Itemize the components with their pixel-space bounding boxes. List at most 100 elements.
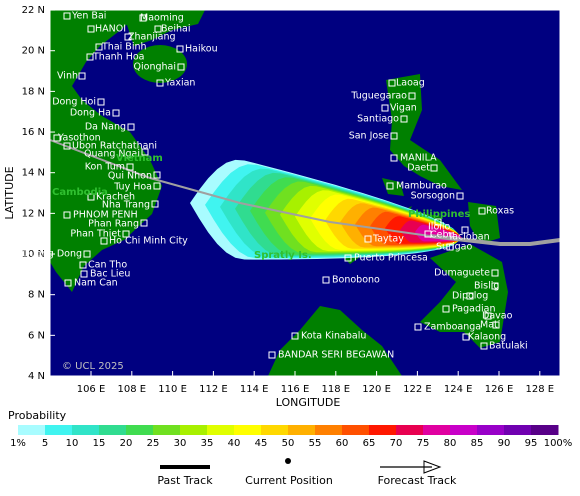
city-marker (386, 182, 394, 190)
region-label: Spratly Is. (254, 250, 312, 261)
city-marker (140, 219, 148, 227)
legend-label: 100% (544, 438, 573, 449)
lon-tick-label: 110 E (158, 384, 187, 395)
city-label: Tuy Hoa (113, 182, 152, 193)
lon-tick-label: 116 E (281, 384, 310, 395)
legend-swatch (450, 425, 478, 435)
city-label: Batulaki (489, 341, 528, 352)
city-marker (492, 321, 500, 329)
lat-tick-label: 10 N (22, 249, 45, 260)
city-marker (126, 163, 134, 171)
city-marker (80, 270, 88, 278)
city-marker (408, 92, 416, 100)
lat-tick-label: 12 N (22, 208, 45, 219)
city-marker (480, 342, 488, 350)
city-label: Phan Rang (88, 219, 139, 230)
legend-swatch (342, 425, 370, 435)
legend-swatch (45, 425, 73, 435)
city-marker (122, 230, 130, 238)
city-marker (78, 72, 86, 80)
city-label: Yasothon (57, 133, 101, 144)
lon-tick-label: 114 E (240, 384, 269, 395)
legend-label: 20 (120, 438, 133, 449)
forecast-track (429, 234, 561, 246)
legend-swatch (288, 425, 316, 435)
city-marker (414, 323, 422, 331)
city-label: San Jose (349, 131, 389, 142)
region-label: Philippines (408, 209, 470, 220)
city-label: Kalaong (468, 332, 506, 343)
lat-tick-label: 4 N (28, 371, 45, 382)
legend-swatch (315, 425, 343, 435)
current-position-symbol (285, 458, 291, 464)
city-label: Maoming (140, 13, 184, 24)
city-marker (176, 45, 184, 53)
legend-label: 1% (10, 438, 26, 449)
city-label: Dong Hoi (52, 97, 96, 108)
legend-label: 40 (228, 438, 241, 449)
copyright: © UCL 2025 (62, 361, 124, 372)
city-marker (466, 292, 474, 300)
legend-swatch (504, 425, 532, 435)
city-label: Thai Binh (101, 42, 147, 53)
y-axis-label: LATITUDE (3, 166, 16, 219)
legend-swatch (396, 425, 424, 435)
city-marker (462, 333, 470, 341)
city-marker (446, 243, 454, 251)
legend-swatch (234, 425, 262, 435)
city-marker (430, 164, 438, 172)
labels: 22 N 20 N 18 N 16 N 14 N 12 N 10 N 8 N 6 N 4 N 106… (22, 5, 554, 395)
lon-tick-label: 118 E (322, 384, 351, 395)
legend-label: 80 (444, 438, 457, 449)
city-marker (79, 261, 87, 269)
lat-tick-label: 22 N (22, 5, 45, 16)
legend-label: 95 (525, 438, 538, 449)
south-china (115, 10, 205, 46)
city-label: Kracheh (96, 192, 135, 203)
lat-tick-label: 18 N (22, 86, 45, 97)
city-label: Bac Lieu (90, 269, 130, 280)
city-label: Puerto Princesa (354, 253, 428, 264)
legend-label: 60 (336, 438, 349, 449)
lat-tick-label: 6 N (28, 330, 45, 341)
legend-label: 35 (201, 438, 214, 449)
city-marker (64, 279, 72, 287)
legend-swatch (369, 425, 397, 435)
city-marker (153, 171, 161, 179)
forecast-arrow (423, 460, 442, 474)
city-marker (291, 332, 299, 340)
city-marker (268, 351, 276, 359)
legend-label: 70 (390, 438, 403, 449)
legend-label: 55 (309, 438, 322, 449)
legend-symbol-label: Current Position (245, 474, 333, 487)
city-label: Duong Dong (23, 249, 82, 260)
lon-tick-label: 126 E (485, 384, 514, 395)
city-marker (97, 98, 105, 106)
city-label: Laoag (396, 78, 425, 89)
legend-label: 30 (174, 438, 187, 449)
legend-label: 10 (66, 438, 79, 449)
city-label: Kota Kinabalu (301, 331, 366, 342)
city-label: Nam Can (74, 278, 118, 289)
city-marker (456, 192, 464, 200)
city-label: Ho Chi Minh City (109, 236, 188, 247)
city-label: Ubon Ratchathani (72, 141, 157, 152)
city-marker (388, 79, 396, 87)
city-marker (153, 182, 161, 190)
legend-symbol-label: Past Track (157, 474, 213, 487)
legend-title: Probability (8, 409, 67, 422)
indochina (50, 10, 162, 292)
city-label: Quang Ngai (84, 149, 140, 160)
legend-label: 25 (147, 438, 160, 449)
city-marker (112, 109, 120, 117)
city-marker (364, 235, 372, 243)
city-label: Vigan (390, 103, 417, 114)
city-label: Tacloban (447, 232, 490, 243)
city-label: Qui Nhon (108, 171, 152, 182)
city-marker (100, 237, 108, 245)
lon-tick-label: 122 E (403, 384, 432, 395)
borneo (268, 306, 402, 376)
city-label: Daet (407, 163, 430, 174)
lon-tick-label: 124 E (444, 384, 473, 395)
city-marker (53, 134, 61, 142)
